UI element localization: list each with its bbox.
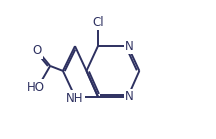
Text: Cl: Cl [93, 16, 104, 29]
Text: O: O [33, 44, 42, 57]
Text: HO: HO [27, 81, 45, 94]
Text: NH: NH [66, 91, 84, 105]
Text: N: N [125, 40, 134, 53]
Text: N: N [125, 90, 134, 103]
